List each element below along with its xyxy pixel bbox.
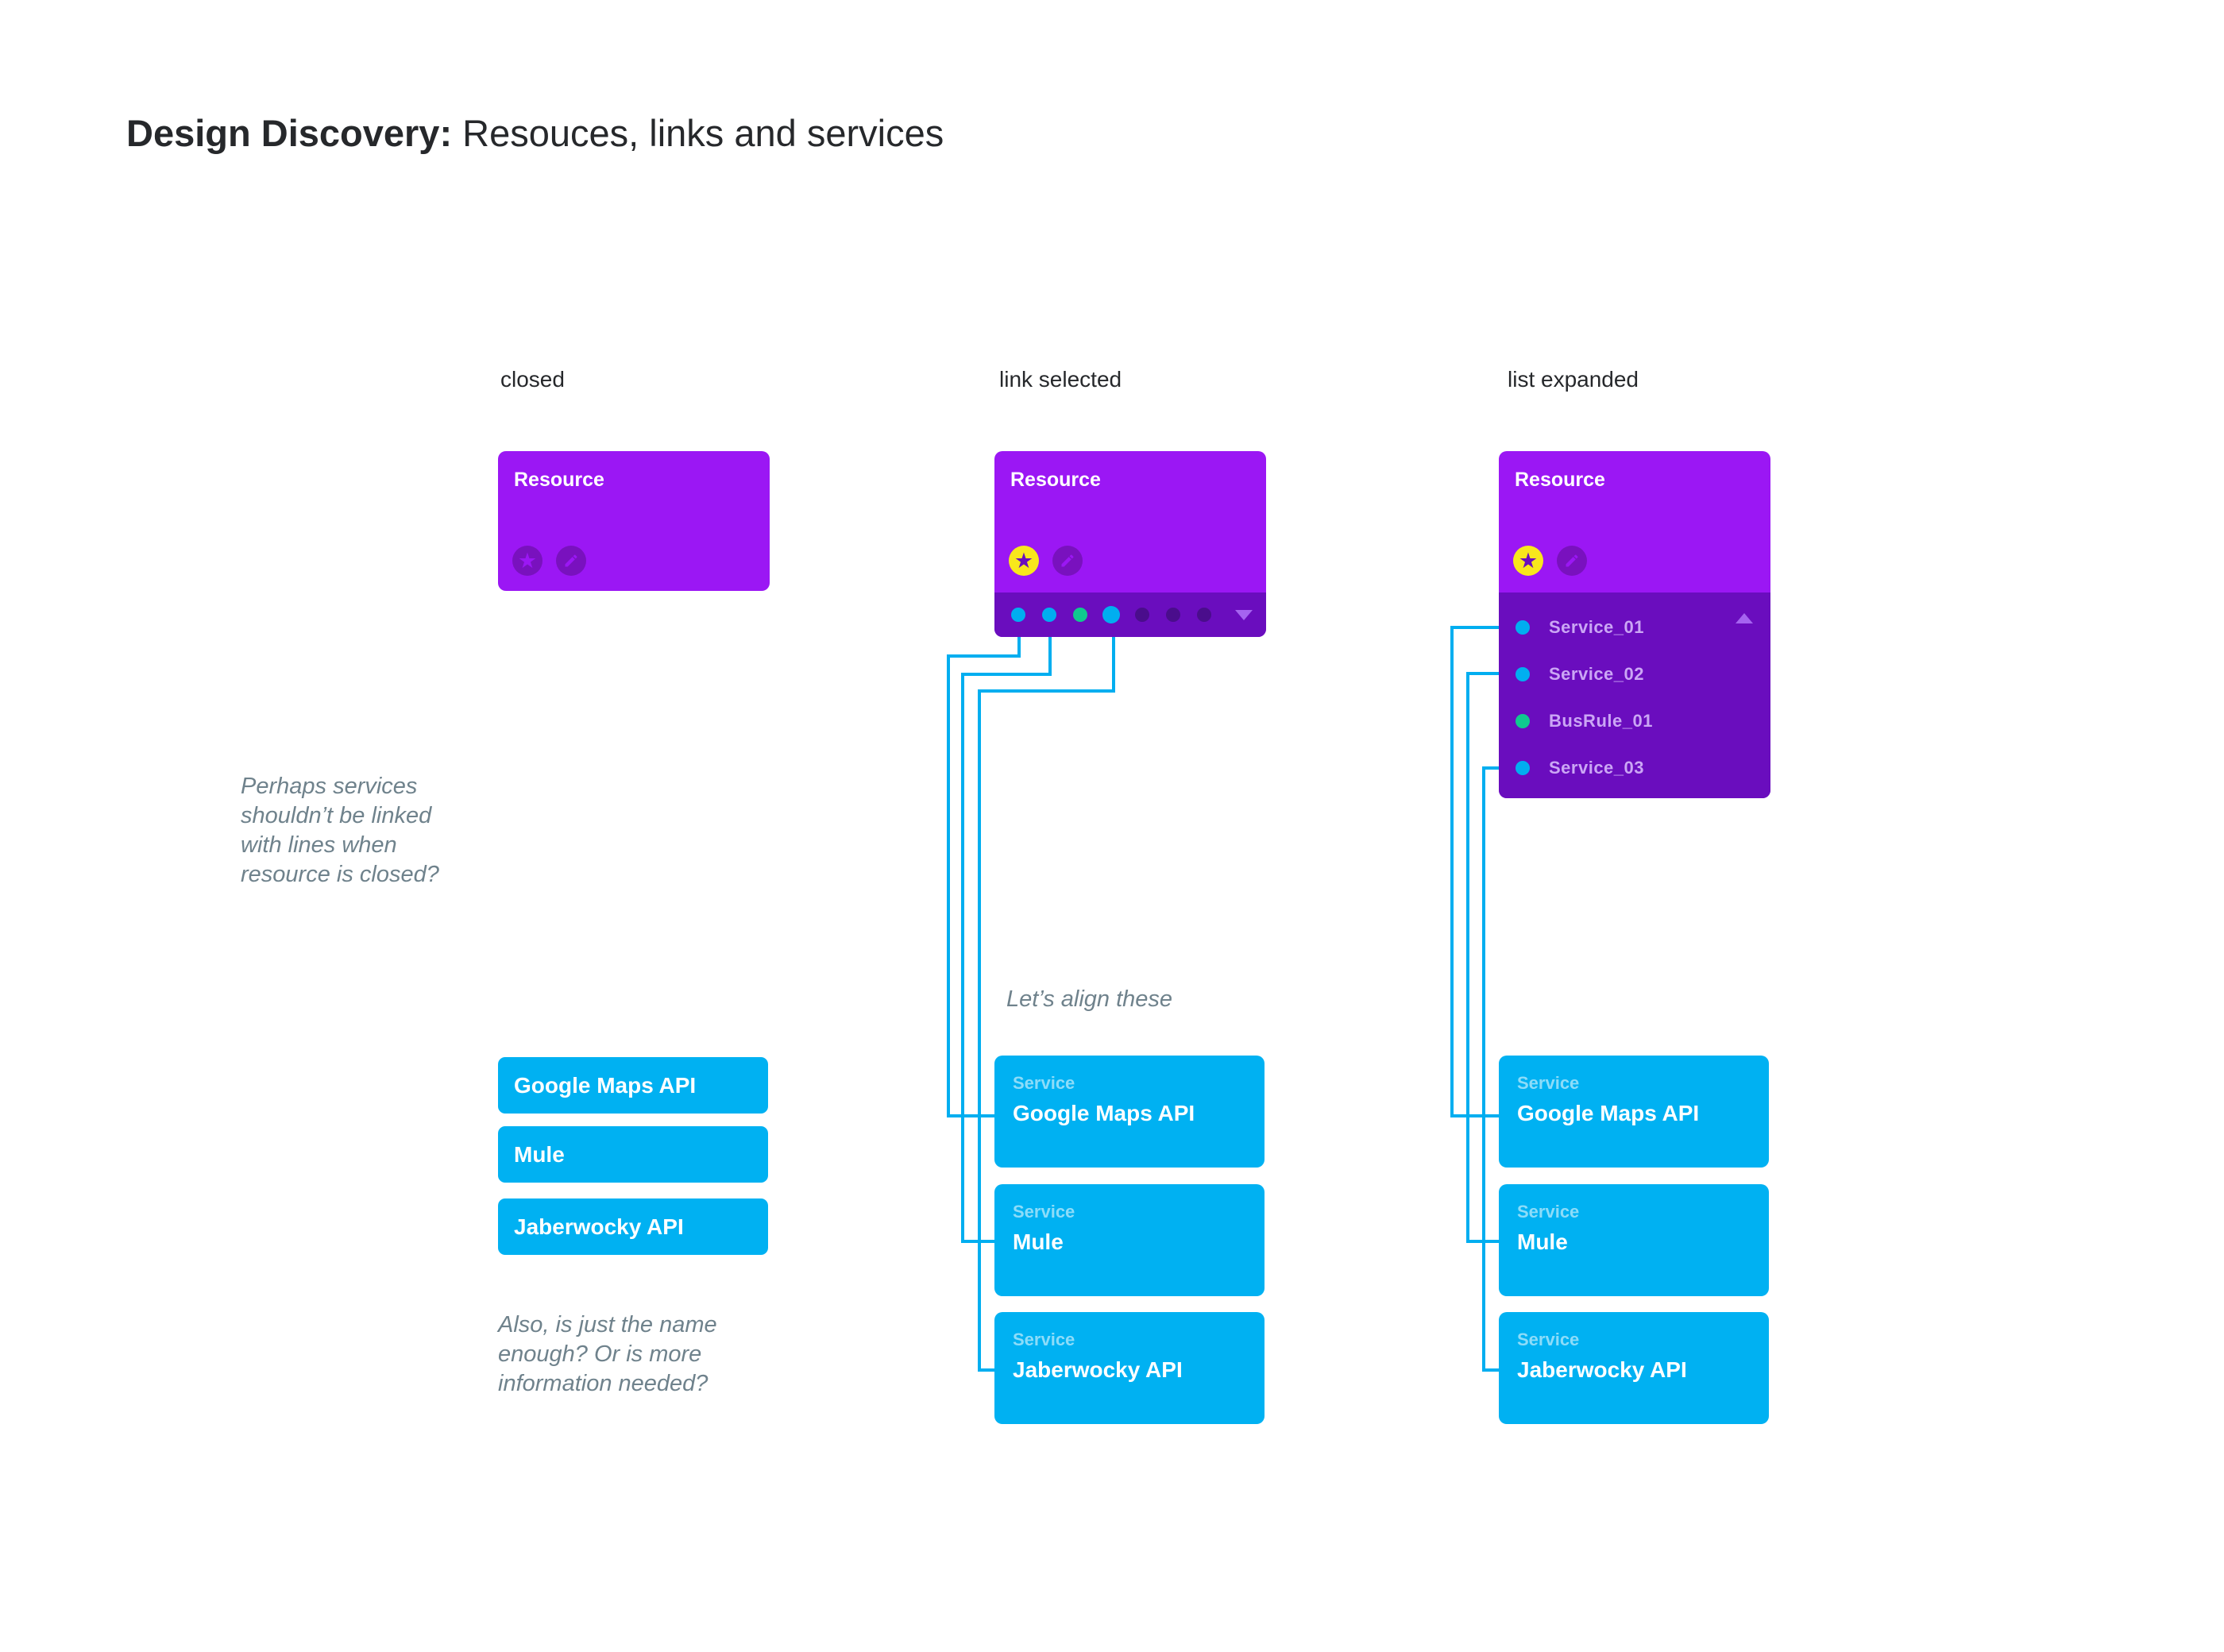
service-card-name: Google Maps API [1013,1101,1195,1125]
list-item[interactable]: BusRule_01 [1499,697,1770,744]
service-card-kicker: Service [1013,1073,1075,1093]
busrule-dot[interactable] [1515,713,1530,728]
link-line-dot1-google-maps [947,616,1021,1117]
link-dot-cyan[interactable] [1042,608,1056,622]
link-dot-cyan[interactable] [1011,608,1025,622]
resource-card-title: Resource [514,469,604,491]
service-card-name: Jaberwocky API [1013,1357,1183,1382]
service-chip-mule[interactable]: Mule [498,1126,768,1183]
service-card-name: Mule [1517,1229,1568,1254]
page-title-bold: Design Discovery: [126,112,453,154]
column-label-list-expanded: list expanded [1508,367,1639,392]
annotation-align-note: Let’s align these [1006,986,1173,1012]
service-link-dot[interactable] [1515,620,1530,635]
resource-card-title: Resource [1515,469,1605,491]
resource-card-closed[interactable]: Resource ★ [498,451,770,591]
service-card-kicker: Service [1517,1073,1580,1093]
link-dot-cyan-selected[interactable] [1102,606,1120,623]
list-item[interactable]: Service_03 [1499,744,1770,791]
service-card-jaberwocky[interactable]: Service Jaberwocky API [1499,1312,1769,1424]
service-chip-label: Mule [514,1141,565,1167]
edit-button[interactable] [1557,546,1587,576]
star-icon: ★ [1014,548,1034,573]
service-card-google-maps[interactable]: Service Google Maps API [994,1056,1265,1168]
service-chip-label: Jaberwocky API [514,1214,684,1239]
pencil-icon [1061,554,1074,567]
service-link-dot[interactable] [1515,760,1530,775]
service-card-jaberwocky[interactable]: Service Jaberwocky API [994,1312,1265,1424]
service-card-name: Google Maps API [1517,1101,1700,1125]
service-chip-jaberwocky[interactable]: Jaberwocky API [498,1198,768,1255]
resource-icon-row: ★ [1009,546,1083,576]
resource-card-link-selected[interactable]: Resource ★ [994,451,1266,637]
list-item-label: Service_02 [1549,663,1644,684]
link-dot-dark[interactable] [1166,608,1180,622]
column-label-closed: closed [500,367,565,392]
service-card-kicker: Service [1013,1202,1075,1222]
pencil-icon [565,554,577,567]
link-dot-dark[interactable] [1197,608,1211,622]
star-icon: ★ [517,548,538,573]
service-card-name: Jaberwocky API [1517,1357,1687,1382]
service-card-kicker: Service [1517,1202,1580,1222]
list-item-label: BusRule_01 [1549,710,1653,731]
resource-icon-row: ★ [1513,546,1587,576]
service-link-dots [1011,606,1211,623]
service-card-mule[interactable]: Service Mule [994,1184,1265,1296]
favorite-button-active[interactable]: ★ [1009,546,1039,576]
resource-card-title: Resource [1010,469,1101,491]
service-link-dot[interactable] [1515,666,1530,681]
annotation-name-note: Also, is just the name enough? Or is mor… [498,1312,717,1396]
favorite-button-active[interactable]: ★ [1513,546,1543,576]
chevron-up-icon[interactable] [1736,613,1753,623]
annotation-closed-note: Perhaps services shouldn’t be linked wit… [241,774,439,887]
edit-button[interactable] [556,546,586,576]
list-item-label: Service_03 [1549,757,1644,778]
star-icon: ★ [1518,548,1539,573]
column-label-link-selected: link selected [999,367,1122,392]
pencil-icon [1566,554,1578,567]
service-card-name: Mule [1013,1229,1064,1254]
favorite-button[interactable]: ★ [512,546,542,576]
service-card-kicker: Service [1517,1330,1580,1349]
service-card-google-maps[interactable]: Service Google Maps API [1499,1056,1769,1168]
resource-icon-row: ★ [512,546,586,576]
service-chip-label: Google Maps API [514,1072,697,1098]
edit-button[interactable] [1052,546,1083,576]
link-dot-dark[interactable] [1135,608,1149,622]
service-link-strip [994,592,1266,637]
service-chip-google-maps[interactable]: Google Maps API [498,1057,768,1114]
link-dot-green[interactable] [1073,608,1087,622]
expanded-service-list: Service_01 Service_02 BusRule_01 Service… [1499,592,1770,798]
service-card-kicker: Service [1013,1330,1075,1349]
page-title-regular: Resouces, links and services [462,112,944,154]
page-title: Design Discovery: Resouces, links and se… [126,111,944,155]
list-item-label: Service_01 [1549,616,1644,637]
list-item[interactable]: Service_02 [1499,650,1770,697]
chevron-down-icon[interactable] [1235,609,1253,620]
service-card-mule[interactable]: Service Mule [1499,1184,1769,1296]
resource-card-list-expanded[interactable]: Resource ★ Service_01 Service_02 [1499,451,1770,798]
list-item[interactable]: Service_01 [1499,604,1770,650]
